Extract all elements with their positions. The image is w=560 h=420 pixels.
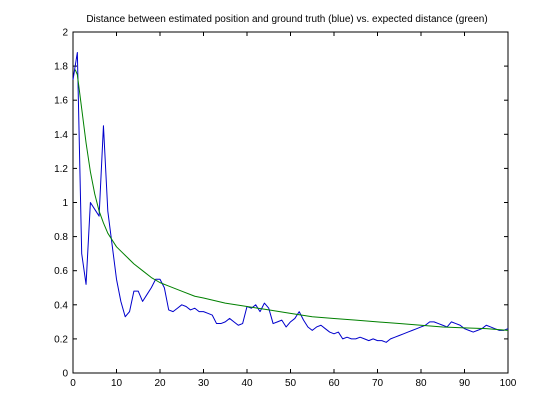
chart-title: Distance between estimated position and …: [86, 14, 487, 25]
x-tick-label-0: 0: [70, 378, 76, 389]
x-tick-label-1: 10: [111, 378, 123, 389]
x-tick-label-10: 100: [500, 378, 517, 389]
y-tick-label-8: 1.6: [54, 96, 68, 107]
x-tick-label-2: 20: [154, 378, 166, 389]
x-tick-label-3: 30: [198, 378, 210, 389]
y-tick-label-0: 0: [62, 369, 68, 380]
y-tick-label-4: 0.8: [54, 232, 68, 243]
series-line-1: [74, 69, 509, 331]
y-tick-label-6: 1.2: [54, 164, 68, 175]
x-tick-label-6: 60: [328, 378, 340, 389]
y-tick-label-10: 2: [62, 28, 68, 39]
y-tick-label-2: 0.4: [54, 300, 68, 311]
x-tick-label-7: 70: [372, 378, 384, 389]
x-tick-label-9: 90: [459, 378, 471, 389]
x-tick-label-4: 40: [241, 378, 253, 389]
plot-area: 0 10 20 30 40 50 60 70 80 90 100 0 0.2 0.4 0.6 0.8 1 1.2 1…: [54, 28, 517, 390]
x-tick-label-8: 80: [415, 378, 427, 389]
series-line-0: [72, 51, 509, 343]
y-tick-label-3: 0.6: [54, 266, 68, 277]
x-tick-label-5: 50: [285, 378, 297, 389]
y-tick-label-7: 1.4: [54, 130, 68, 141]
y-tick-label-9: 1.8: [54, 62, 68, 73]
y-tick-label-5: 1: [62, 198, 68, 209]
y-tick-label-1: 0.2: [54, 334, 68, 345]
